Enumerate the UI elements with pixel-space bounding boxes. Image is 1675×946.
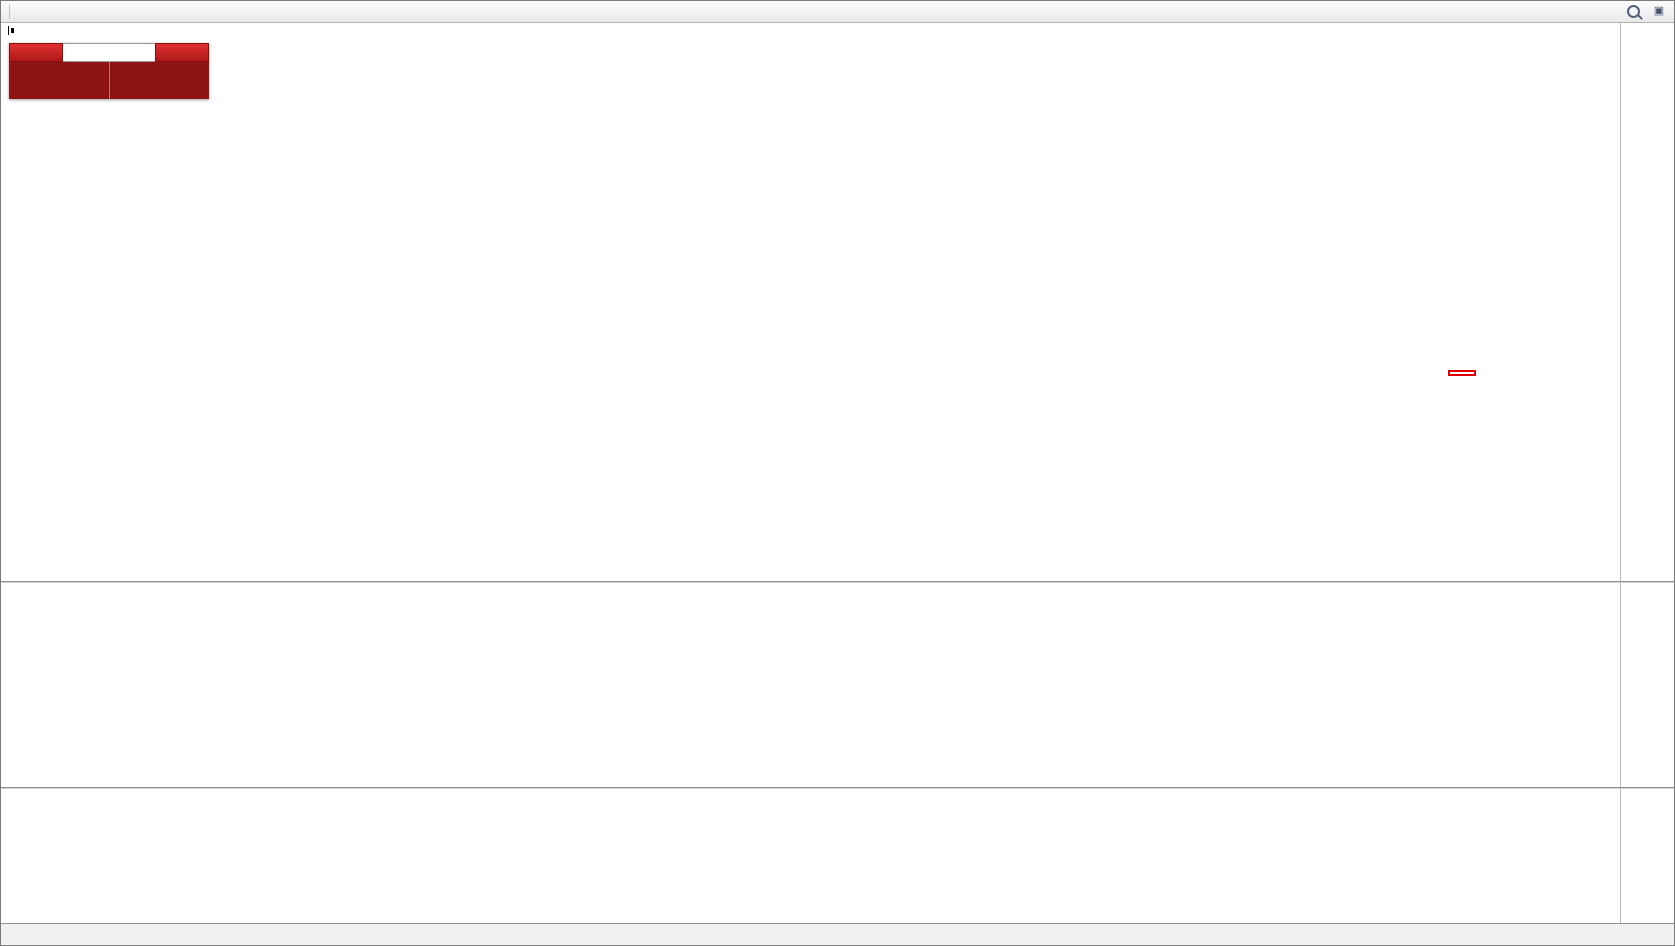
buy-button[interactable] <box>155 43 209 62</box>
main-chart-panel <box>1 23 1674 581</box>
candlestick-icon <box>7 26 14 35</box>
rsi-panel <box>1 789 1674 923</box>
window-list-icon: ▣ <box>1653 5 1665 17</box>
main-chart-surface[interactable] <box>1 23 1621 581</box>
rsi-axis[interactable] <box>1620 789 1674 923</box>
macd-axis[interactable] <box>1620 583 1674 787</box>
macd-panel-surface[interactable] <box>1 583 1621 787</box>
time-axis[interactable] <box>1 923 1674 945</box>
search-button[interactable] <box>1621 2 1645 22</box>
volume-field[interactable] <box>63 43 155 62</box>
panel-splitter[interactable] <box>1 581 1674 583</box>
rsi-panel-surface[interactable] <box>1 789 1621 923</box>
buy-price[interactable] <box>110 62 210 99</box>
price-callout-label[interactable] <box>1448 370 1476 376</box>
sell-button[interactable] <box>9 43 63 62</box>
macd-panel <box>1 583 1674 787</box>
panel-splitter[interactable] <box>1 787 1674 789</box>
chart-title <box>7 26 39 35</box>
trade-panel-divider <box>108 62 110 99</box>
toolbar-separator <box>9 4 10 19</box>
sell-price[interactable] <box>9 62 109 99</box>
macd-label <box>7 586 17 597</box>
window-list-button[interactable]: ▣ <box>1647 2 1671 22</box>
toolbar: ▣ <box>1 1 1674 23</box>
rsi-label <box>7 792 12 803</box>
one-click-trading-panel <box>9 43 209 99</box>
price-axis[interactable] <box>1620 23 1674 581</box>
search-icon <box>1626 5 1640 18</box>
